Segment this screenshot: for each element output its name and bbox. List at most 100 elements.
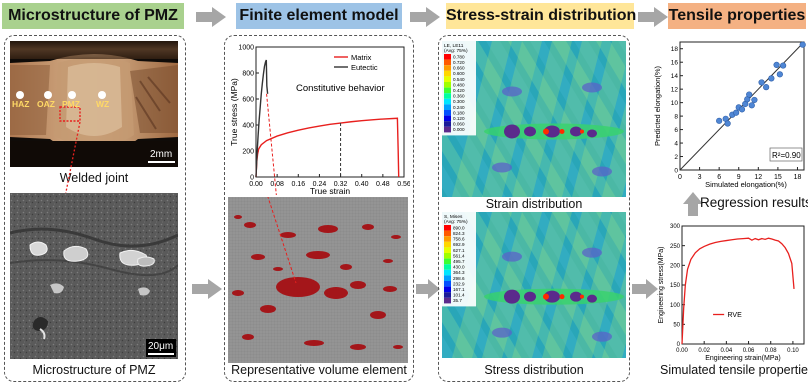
contour-max (559, 294, 565, 300)
contour-low (592, 331, 612, 342)
contour-peak (587, 294, 597, 303)
legend-color (444, 104, 451, 110)
panel-stress-strain (438, 35, 630, 382)
data-point (768, 75, 775, 82)
contour-peak (570, 291, 582, 302)
guide-eutectic (266, 93, 277, 195)
label-oaz: OAZ (37, 99, 55, 109)
contour-low (492, 327, 512, 338)
contour-max (543, 128, 549, 135)
legend-title: S, Mises (444, 214, 463, 220)
contour-band (572, 212, 626, 358)
legend-color (444, 275, 451, 281)
legend-color (444, 59, 451, 66)
legend-value: 0.060 (453, 122, 465, 127)
legend-color (444, 76, 451, 82)
contour-low (502, 86, 522, 97)
x-tick-label: 0.48 (376, 181, 390, 188)
caption-regression: Regression results (700, 195, 808, 210)
legend-color (444, 247, 451, 253)
y-tick-label: 200 (242, 149, 254, 156)
header-tensile: Tensile properties (668, 3, 806, 29)
regression-chart: 0 3 6 9 12 15 18 0 2 4 6 8 10 12 14 16 18 Simulated elong… (653, 41, 806, 189)
legend-color (444, 70, 451, 77)
legend-value: 0.000 (453, 127, 465, 132)
contour-band (482, 41, 542, 197)
plot-frame (255, 46, 405, 178)
contour-band (486, 41, 594, 197)
y-axis-label: Engineering stress(MPa) (658, 246, 665, 323)
legend-value: 0.540 (453, 77, 465, 82)
eutectic-particle (383, 259, 393, 263)
contour-max (559, 128, 565, 134)
scale-bar-label-bottom: 20μm (148, 341, 173, 352)
contour-max (543, 293, 549, 300)
series-line-rve (681, 237, 795, 345)
contour-low (582, 82, 602, 93)
legend-color (444, 264, 451, 270)
legend-value: 890.0 (453, 225, 465, 230)
label-haz: HAZ (12, 99, 29, 109)
y-tick-label: 0 (674, 168, 678, 175)
eutectic-particle (340, 264, 352, 270)
legend-value: 0.600 (453, 71, 465, 76)
x-axis-label: Simulated elongation(%) (705, 180, 787, 189)
caption-welded-joint: Welded joint (59, 171, 129, 185)
legend-color (444, 93, 451, 99)
eutectic-particle (273, 267, 283, 271)
y-tick-label: 16 (671, 60, 679, 67)
contour-band (542, 41, 602, 197)
legend-value: 167.1 (453, 287, 465, 292)
x-tick-label: 0.00 (676, 348, 688, 354)
header-microstructure: Microstructure of PMZ (2, 3, 184, 29)
contour-peak (504, 289, 520, 304)
tensile-chart: 0.00 0.02 0.04 0.06 0.08 0.10 0 50 100 150 200 250 3… (658, 224, 805, 362)
legend-title: LE, LE11 (444, 43, 464, 49)
annotation-box (769, 147, 803, 162)
y-tick-label: 12 (671, 87, 679, 94)
legend-value: 0.420 (453, 88, 465, 93)
legend-value: 0.180 (453, 110, 465, 115)
welded-joint-image: HAZ OAZ PMZ WZ 2mm (10, 41, 178, 167)
contour-low (492, 162, 512, 173)
x-tick-label: 0.06 (743, 348, 755, 354)
legend-value: 0.660 (453, 66, 465, 71)
data-point (799, 41, 806, 48)
contour-band (618, 41, 626, 55)
x-tick-label: 18 (794, 174, 802, 181)
x-axis-label: Engineering strain(MPa) (705, 355, 780, 362)
eutectic-particle (234, 215, 242, 219)
arrow-header-3 (638, 7, 668, 27)
contour-peak (504, 124, 520, 139)
legend-subtitle: (Avg: 75%) (444, 219, 468, 225)
legend-value: 692.9 (453, 242, 465, 247)
legend-value: 0.720 (453, 60, 465, 65)
legend-color (444, 230, 451, 237)
y-tick-label: 50 (673, 323, 680, 329)
data-point (746, 91, 753, 98)
x-tick-label: 15 (774, 174, 782, 181)
data-point (733, 109, 740, 116)
legend-color (444, 269, 451, 276)
data-point (716, 117, 723, 124)
legend-value: 758.6 (453, 237, 465, 242)
legend-value: 0.240 (453, 105, 465, 110)
y-tick-label: 2 (674, 154, 678, 161)
contour-peak (524, 126, 536, 137)
contour-band (486, 212, 588, 358)
eutectic-particle (350, 281, 366, 289)
contour-low (582, 247, 602, 258)
legend-value: 430.0 (453, 265, 465, 270)
series-line-matrix (255, 117, 400, 178)
x-tick-label: 0.16 (291, 181, 305, 188)
legend-color (444, 297, 451, 304)
caption-rve: Representative volume element (231, 363, 407, 377)
y-tick-label: 300 (670, 224, 681, 230)
x-tick-label: 0.40 (355, 181, 369, 188)
eutectic-particle (242, 334, 254, 340)
contour-band (452, 41, 512, 197)
y-tick-label: 0 (677, 342, 681, 348)
y-tick-label: 150 (670, 283, 681, 289)
legend-label-matrix: Matrix (351, 53, 372, 62)
series-line-eutectic (255, 59, 269, 178)
